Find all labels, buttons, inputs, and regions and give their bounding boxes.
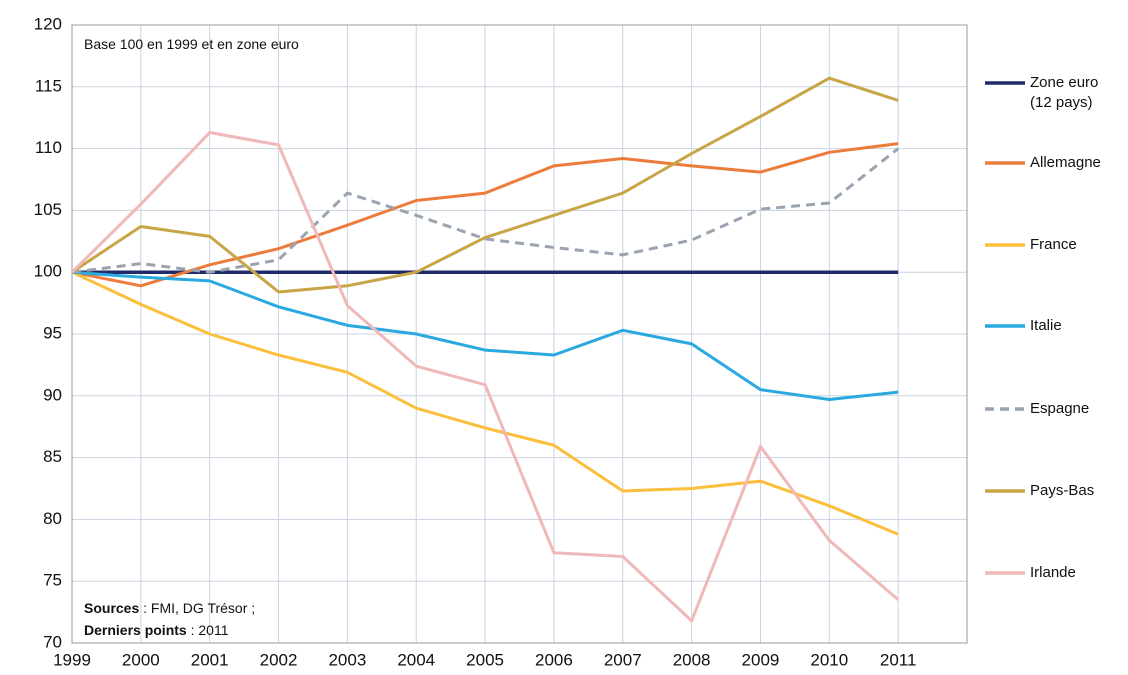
- sources-text: : FMI, DG Trésor ;: [143, 600, 256, 616]
- y-tick-label: 110: [35, 138, 62, 157]
- x-tick-label: 2002: [260, 650, 298, 669]
- series-line: [71, 76, 899, 294]
- y-tick-label: 70: [43, 632, 62, 651]
- x-tick-label: 2008: [673, 650, 711, 669]
- sources-label: Sources: [84, 600, 140, 616]
- y-tick-label: 120: [34, 14, 62, 33]
- legend-label: Pays-Bas: [1030, 482, 1095, 499]
- x-tick-label: 2010: [810, 650, 848, 669]
- x-tick-label: 2005: [466, 650, 504, 669]
- plot-border: [71, 24, 968, 644]
- last-line: Derniers points : 2011: [84, 619, 255, 641]
- x-tick-label: 2009: [742, 650, 780, 669]
- y-tick-label: 95: [43, 323, 62, 342]
- last-text: : 2011: [190, 622, 229, 638]
- series-line: [71, 270, 899, 536]
- x-tick-label: 2003: [328, 650, 366, 669]
- series-line: [71, 142, 899, 288]
- x-tick-label: 2004: [397, 650, 435, 669]
- series-line: [71, 147, 900, 274]
- x-tick-label: 2000: [122, 650, 160, 669]
- legend-label: Espagne: [1030, 400, 1090, 417]
- x-tick-label: 2011: [880, 650, 917, 669]
- legend-label: Allemagne: [1030, 154, 1101, 171]
- y-tick-label: 100: [34, 262, 62, 281]
- y-tick-label: 115: [35, 76, 62, 95]
- x-tick-label: 2007: [604, 650, 642, 669]
- last-label: Derniers points: [84, 622, 187, 638]
- legend-label: Irlande: [1030, 564, 1076, 581]
- legend-label: France: [1030, 236, 1077, 253]
- series-line: [71, 270, 899, 402]
- y-tick-label: 80: [43, 509, 62, 528]
- legend-label: Zone euro (12 pays): [1030, 74, 1099, 111]
- y-tick-label: 105: [34, 200, 62, 219]
- annotation: Base 100 en 1999 et en zone euro: [84, 36, 299, 52]
- y-tick-label: 85: [43, 447, 62, 466]
- sources-note: Sources : FMI, DG Trésor ; Derniers poin…: [84, 597, 255, 641]
- legend-label: Italie: [1030, 317, 1062, 334]
- sources-line: Sources : FMI, DG Trésor ;: [84, 597, 255, 619]
- x-tick-label: 2001: [191, 650, 229, 669]
- x-tick-label: 1999: [53, 650, 91, 669]
- x-tick-label: 2006: [535, 650, 573, 669]
- y-tick-label: 90: [43, 385, 62, 404]
- y-tick-label: 75: [43, 571, 62, 590]
- series-line: [70, 131, 900, 623]
